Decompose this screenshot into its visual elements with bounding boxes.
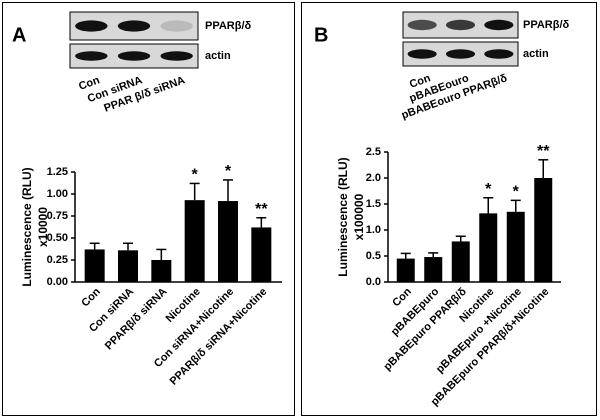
- blot-band: [484, 19, 514, 31]
- blot-band: [75, 20, 108, 32]
- blot-band: [484, 49, 514, 59]
- bar: [118, 250, 138, 282]
- band-label: actin: [205, 50, 231, 62]
- panel-frame: [2, 2, 295, 416]
- blot-band: [445, 49, 476, 59]
- bar: [184, 200, 205, 282]
- bar: [506, 211, 525, 282]
- y-axis-label: x10000: [36, 207, 50, 247]
- y-tick-label: 1.25: [47, 166, 68, 178]
- y-tick-label: 0.50: [47, 232, 68, 244]
- band-label: PPARβ/δ: [205, 20, 252, 32]
- significance: **: [255, 201, 268, 218]
- y-tick-label: 2.0: [366, 172, 381, 184]
- x-tick-label: Con: [390, 285, 414, 309]
- y-axis-label: Luminescence (RLU): [336, 157, 350, 276]
- blot-band: [160, 20, 193, 32]
- bar: [84, 249, 105, 282]
- y-axis-label: x100000: [352, 193, 366, 240]
- y-tick-label: 0.0: [366, 276, 381, 288]
- blot-band: [407, 49, 437, 59]
- band-label: actin: [523, 48, 549, 60]
- y-tick-label: 0.25: [47, 254, 68, 266]
- bar: [451, 241, 470, 282]
- bar: [396, 258, 415, 282]
- y-axis-label: Luminescence (RLU): [20, 167, 34, 286]
- blot-band: [160, 51, 193, 61]
- y-tick-label: 0.00: [47, 276, 68, 288]
- y-tick-label: 2.5: [366, 146, 381, 158]
- panel-label: A: [12, 24, 26, 46]
- significance: *: [225, 163, 232, 180]
- blot-band: [117, 20, 151, 32]
- significance: *: [513, 184, 520, 201]
- y-tick-label: 1.0: [366, 224, 381, 236]
- bar: [218, 201, 238, 282]
- panel-frame: [301, 2, 597, 416]
- y-tick-label: 0.75: [47, 210, 68, 222]
- bar: [251, 227, 272, 282]
- significance: *: [192, 167, 199, 184]
- blot-band: [445, 19, 476, 31]
- blot-band: [75, 51, 108, 61]
- bar: [151, 260, 172, 282]
- significance: *: [485, 181, 492, 198]
- y-tick-label: 0.5: [366, 250, 381, 262]
- bar: [479, 213, 498, 282]
- significance: **: [537, 143, 550, 160]
- x-tick-label: PPARβ/δ siRNA: [103, 286, 170, 353]
- blot-band: [407, 19, 437, 31]
- y-tick-label: 1.00: [47, 188, 68, 200]
- bar: [424, 257, 443, 282]
- bar: [534, 178, 553, 282]
- y-tick-label: 1.5: [366, 198, 381, 210]
- panel-label: B: [314, 24, 328, 46]
- band-label: PPARβ/δ: [523, 19, 570, 31]
- blot-band: [117, 51, 151, 61]
- x-tick-label: Con: [79, 285, 103, 309]
